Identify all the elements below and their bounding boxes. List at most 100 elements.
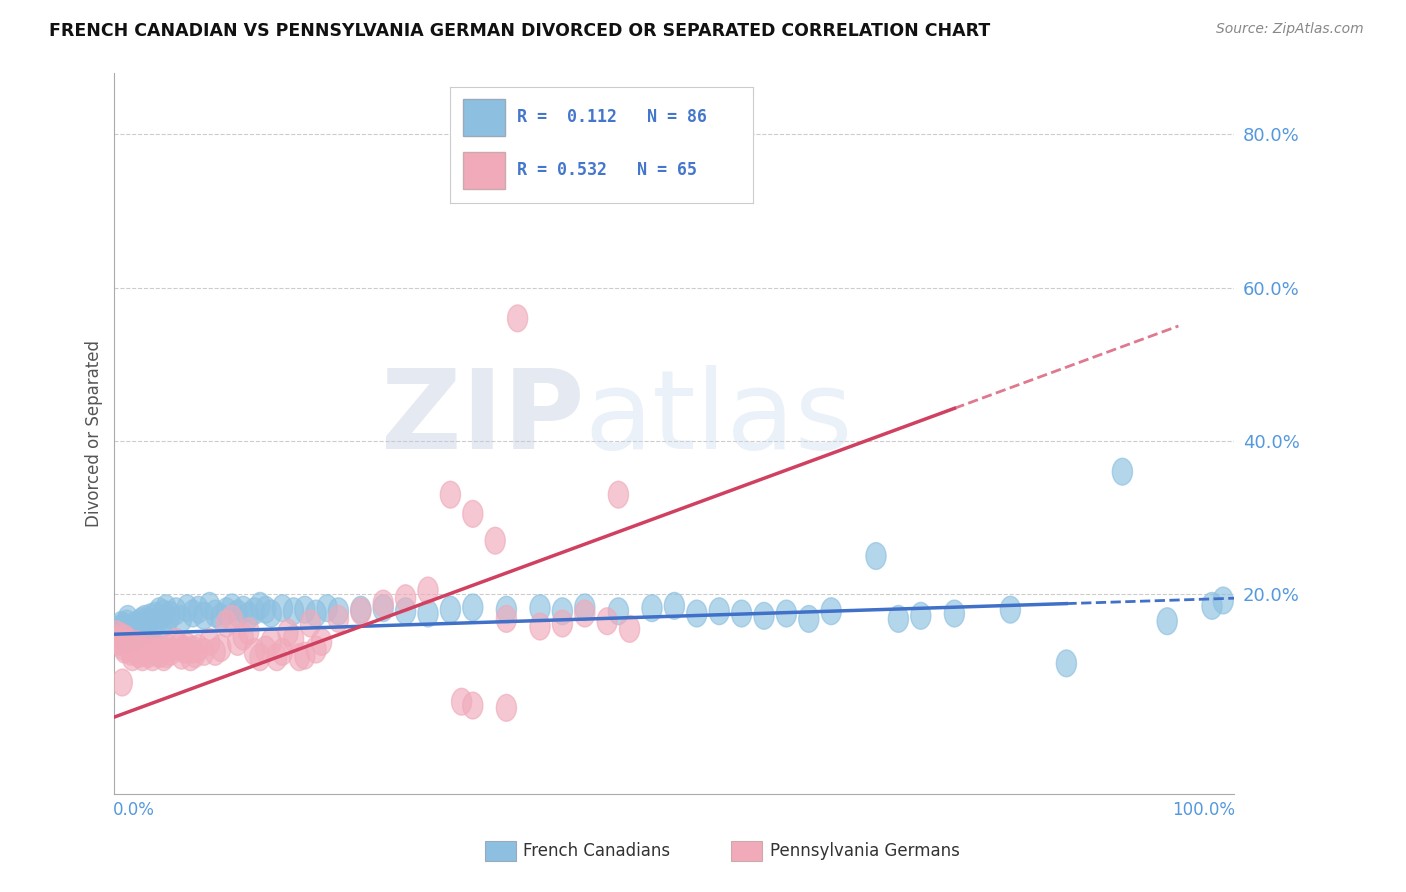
Ellipse shape xyxy=(290,644,309,671)
Ellipse shape xyxy=(107,619,127,646)
Ellipse shape xyxy=(146,634,167,662)
Ellipse shape xyxy=(620,615,640,642)
Ellipse shape xyxy=(118,629,138,656)
Ellipse shape xyxy=(553,598,572,624)
Ellipse shape xyxy=(485,527,505,554)
Text: French Canadians: French Canadians xyxy=(523,842,671,860)
Ellipse shape xyxy=(131,607,152,634)
Ellipse shape xyxy=(166,598,186,624)
Ellipse shape xyxy=(395,598,416,624)
Ellipse shape xyxy=(222,594,242,621)
Ellipse shape xyxy=(141,604,160,631)
Ellipse shape xyxy=(463,692,482,719)
Ellipse shape xyxy=(245,598,264,624)
Ellipse shape xyxy=(200,629,219,656)
Ellipse shape xyxy=(152,636,172,663)
Ellipse shape xyxy=(138,640,157,667)
Ellipse shape xyxy=(496,606,516,632)
Ellipse shape xyxy=(754,602,775,629)
Ellipse shape xyxy=(108,615,129,642)
Ellipse shape xyxy=(157,634,179,662)
Ellipse shape xyxy=(217,610,236,637)
Ellipse shape xyxy=(799,606,818,632)
Ellipse shape xyxy=(395,585,416,612)
Ellipse shape xyxy=(141,636,160,663)
Ellipse shape xyxy=(373,591,394,617)
Ellipse shape xyxy=(211,604,231,631)
Ellipse shape xyxy=(233,596,253,624)
Ellipse shape xyxy=(1157,607,1177,634)
Ellipse shape xyxy=(194,602,214,629)
Ellipse shape xyxy=(945,600,965,627)
Ellipse shape xyxy=(575,594,595,621)
Ellipse shape xyxy=(1000,596,1021,624)
Ellipse shape xyxy=(111,612,131,639)
Ellipse shape xyxy=(307,600,326,627)
Ellipse shape xyxy=(609,482,628,508)
Ellipse shape xyxy=(172,642,191,669)
Ellipse shape xyxy=(1112,458,1132,485)
Ellipse shape xyxy=(160,601,180,629)
Ellipse shape xyxy=(440,482,461,508)
Ellipse shape xyxy=(134,615,153,642)
Text: atlas: atlas xyxy=(585,366,853,473)
Ellipse shape xyxy=(177,633,197,660)
Ellipse shape xyxy=(301,610,321,637)
Ellipse shape xyxy=(156,595,176,622)
Ellipse shape xyxy=(128,619,148,646)
Y-axis label: Divorced or Separated: Divorced or Separated xyxy=(86,340,103,527)
Ellipse shape xyxy=(121,639,141,665)
Ellipse shape xyxy=(418,577,439,604)
Text: 0.0%: 0.0% xyxy=(114,801,155,820)
Ellipse shape xyxy=(149,598,169,624)
Ellipse shape xyxy=(228,600,247,627)
Ellipse shape xyxy=(312,629,332,656)
Ellipse shape xyxy=(307,636,326,663)
Ellipse shape xyxy=(108,627,129,654)
Text: ZIP: ZIP xyxy=(381,366,585,473)
Ellipse shape xyxy=(138,609,157,636)
Ellipse shape xyxy=(350,596,371,624)
Ellipse shape xyxy=(1056,650,1077,677)
Ellipse shape xyxy=(129,610,149,637)
Ellipse shape xyxy=(233,624,253,650)
Ellipse shape xyxy=(262,600,281,627)
Ellipse shape xyxy=(121,617,141,644)
Ellipse shape xyxy=(114,636,135,663)
Ellipse shape xyxy=(256,596,276,624)
Text: 100.0%: 100.0% xyxy=(1173,801,1236,820)
Ellipse shape xyxy=(135,606,155,632)
Text: Pennsylvania Germans: Pennsylvania Germans xyxy=(770,842,960,860)
Ellipse shape xyxy=(180,644,201,671)
Ellipse shape xyxy=(152,612,172,639)
Ellipse shape xyxy=(120,615,139,642)
Ellipse shape xyxy=(284,625,304,652)
Ellipse shape xyxy=(463,500,482,527)
Ellipse shape xyxy=(157,606,179,632)
Ellipse shape xyxy=(664,592,685,619)
Ellipse shape xyxy=(205,600,225,627)
Ellipse shape xyxy=(228,629,247,656)
Ellipse shape xyxy=(115,627,136,654)
Ellipse shape xyxy=(643,595,662,622)
Ellipse shape xyxy=(136,614,157,640)
Ellipse shape xyxy=(889,606,908,632)
Ellipse shape xyxy=(373,595,394,622)
Ellipse shape xyxy=(295,596,315,624)
Ellipse shape xyxy=(145,602,165,629)
Ellipse shape xyxy=(153,600,174,627)
Ellipse shape xyxy=(731,600,752,627)
Ellipse shape xyxy=(329,606,349,632)
Ellipse shape xyxy=(117,610,136,637)
Ellipse shape xyxy=(821,598,841,624)
Ellipse shape xyxy=(262,629,281,656)
Ellipse shape xyxy=(273,639,292,665)
Ellipse shape xyxy=(120,634,141,662)
Ellipse shape xyxy=(598,607,617,634)
Ellipse shape xyxy=(188,634,208,662)
Ellipse shape xyxy=(586,175,606,202)
Ellipse shape xyxy=(530,613,550,640)
Ellipse shape xyxy=(250,592,270,619)
Ellipse shape xyxy=(200,592,219,619)
Ellipse shape xyxy=(114,633,134,660)
